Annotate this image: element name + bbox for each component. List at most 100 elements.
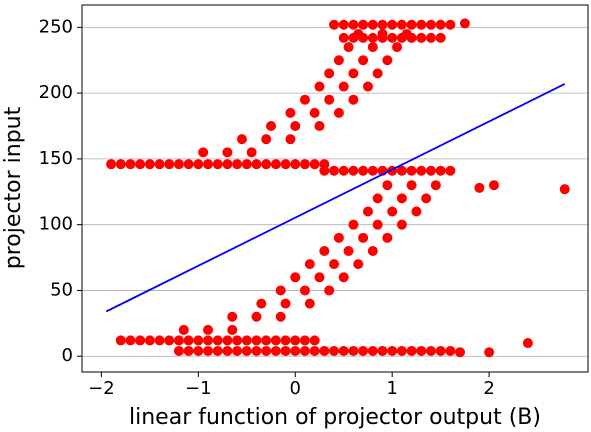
- scatter-point: [290, 121, 301, 132]
- scatter-point: [241, 159, 252, 170]
- scatter-point: [358, 345, 369, 356]
- scatter-point: [275, 285, 286, 296]
- scatter-point: [183, 159, 194, 170]
- scatter-point: [338, 19, 349, 30]
- scatter-point: [338, 345, 349, 356]
- scatter-point: [193, 345, 204, 356]
- plot-area: [82, 18, 588, 358]
- scatter-point: [270, 159, 281, 170]
- scatter-point: [343, 42, 354, 53]
- scatter-point: [314, 121, 325, 132]
- y-tick-label: 0: [62, 345, 73, 366]
- scatter-point: [367, 165, 378, 176]
- scatter-point: [261, 335, 272, 346]
- scatter-point: [522, 338, 533, 349]
- x-tick-label: −1: [185, 378, 212, 399]
- scatter-point: [299, 345, 310, 356]
- scatter-point: [459, 18, 470, 29]
- scatter-point: [367, 345, 378, 356]
- scatter-point: [144, 159, 155, 170]
- scatter-point: [198, 147, 209, 158]
- scatter-point: [285, 107, 296, 118]
- scatter-point: [416, 165, 427, 176]
- scatter-point: [416, 19, 427, 30]
- scatter-point: [290, 345, 301, 356]
- scatter-point: [396, 19, 407, 30]
- scatter-point: [421, 193, 432, 204]
- scatter-point: [387, 32, 398, 43]
- scatter-point: [115, 335, 126, 346]
- scatter-point: [396, 193, 407, 204]
- scatter-point: [115, 159, 126, 170]
- scatter-point: [425, 32, 436, 43]
- scatter-point: [382, 232, 393, 243]
- scatter-point: [435, 165, 446, 176]
- scatter-point: [299, 94, 310, 105]
- scatter-point: [348, 32, 359, 43]
- scatter-point: [222, 147, 233, 158]
- scatter-point: [251, 159, 262, 170]
- y-tick-label: 150: [39, 148, 73, 169]
- scatter-point: [299, 159, 310, 170]
- scatter-point: [261, 134, 272, 145]
- scatter-point: [372, 68, 383, 79]
- scatter-point: [387, 19, 398, 30]
- scatter-point: [304, 259, 315, 270]
- scatter-point: [377, 32, 388, 43]
- scatter-point: [241, 335, 252, 346]
- scatter-point: [280, 335, 291, 346]
- scatter-point: [280, 345, 291, 356]
- scatter-point: [154, 159, 165, 170]
- y-tick-label: 100: [39, 214, 73, 235]
- scatter-point: [329, 259, 340, 270]
- scatter-point: [377, 345, 388, 356]
- scatter-point: [275, 311, 286, 322]
- scatter-point: [425, 165, 436, 176]
- scatter-point: [106, 159, 117, 170]
- scatter-point: [183, 335, 194, 346]
- scatter-point: [333, 232, 344, 243]
- scatter-point: [484, 347, 495, 358]
- scatter-point: [193, 159, 204, 170]
- scatter-point: [392, 42, 403, 53]
- scatter-point: [362, 81, 373, 92]
- x-tick-label: 0: [290, 378, 301, 399]
- scatter-point: [367, 32, 378, 43]
- scatter-point: [236, 134, 247, 145]
- scatter-point: [319, 165, 330, 176]
- scatter-point: [212, 345, 223, 356]
- scatter-point: [280, 298, 291, 309]
- scatter-point: [348, 165, 359, 176]
- scatter-point: [309, 345, 320, 356]
- scatter-point: [445, 165, 456, 176]
- scatter-point: [154, 335, 165, 346]
- scatter-point: [372, 193, 383, 204]
- scatter-point: [203, 324, 214, 335]
- scatter-point: [251, 311, 262, 322]
- scatter-point: [435, 32, 446, 43]
- scatter-point: [212, 159, 223, 170]
- scatter-point: [329, 19, 340, 30]
- y-axis-label: projector input: [1, 106, 26, 269]
- scatter-point: [324, 285, 335, 296]
- scatter-point: [227, 324, 238, 335]
- scatter-point: [183, 345, 194, 356]
- scatter-point: [232, 345, 243, 356]
- scatter-point: [270, 345, 281, 356]
- scatter-point: [488, 180, 499, 191]
- scatter-point: [178, 324, 189, 335]
- scatter-point: [435, 345, 446, 356]
- scatter-point: [406, 32, 417, 43]
- scatter-point: [280, 159, 291, 170]
- scatter-point: [396, 219, 407, 230]
- scatter-point: [445, 19, 456, 30]
- scatter-point: [416, 32, 427, 43]
- scatter-point: [329, 165, 340, 176]
- scatter-point: [314, 81, 325, 92]
- scatter-point: [285, 134, 296, 145]
- scatter-point: [411, 206, 422, 217]
- scatter-point: [396, 165, 407, 176]
- scatter-point: [348, 68, 359, 79]
- scatter-point: [290, 335, 301, 346]
